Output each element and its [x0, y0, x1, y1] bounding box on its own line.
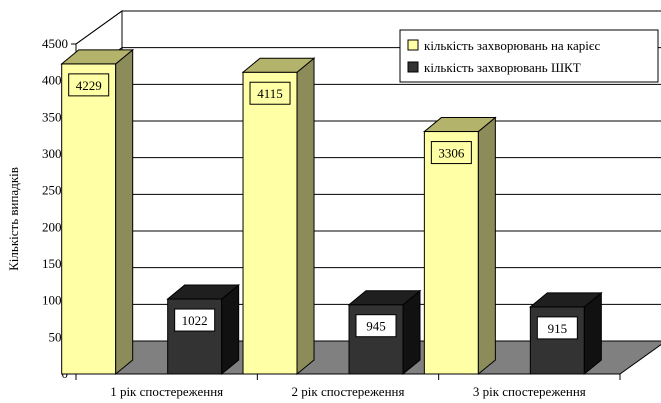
y-tick-label: 4500 [42, 36, 68, 51]
bar-top [241, 57, 316, 73]
legend-label-gi: кількість захворювань ШКТ [424, 60, 581, 75]
data-label-box [536, 316, 578, 340]
data-label: 3306 [438, 146, 465, 161]
data-label: 915 [548, 321, 568, 336]
x-tick-label: 3 рік спостереження [473, 384, 586, 399]
legend-swatch-caries [407, 39, 419, 51]
x-axis: 1 рік спостереження 2 рік спостереження 3 … [75, 373, 621, 399]
bars: 4229 1022 4115 945 3306 915 [60, 48, 603, 376]
data-label: 945 [366, 319, 386, 334]
legend-swatch-gi [407, 61, 419, 73]
bar-gi: 1022 [166, 283, 241, 376]
bar-top [422, 117, 497, 133]
data-label-box [355, 314, 397, 338]
x-tick-label: 2 рік спостереження [292, 384, 405, 399]
bar-side [221, 283, 240, 376]
bar-top [60, 49, 135, 65]
y-axis-title: Кількість випадків [6, 167, 21, 271]
data-label-box [430, 141, 472, 165]
legend: кількість захворювань на карієс кількіст… [399, 29, 659, 83]
data-label: 1022 [182, 313, 208, 328]
bar-top [528, 292, 603, 308]
bar-top [166, 284, 241, 300]
gridline-side [75, 10, 123, 45]
x-tick-label: 1 рік спостереження [110, 384, 223, 399]
bar-caries: 4229 [60, 48, 135, 376]
legend-box [399, 29, 659, 83]
data-label: 4115 [257, 86, 283, 101]
bar-front [242, 71, 298, 375]
bar-caries: 4115 [241, 57, 316, 376]
data-label-box [249, 81, 291, 105]
bar-side [477, 116, 496, 376]
bar-gi: 945 [347, 289, 422, 376]
legend-label-caries: кількість захворювань на карієс [424, 38, 600, 53]
data-label-box [174, 308, 216, 332]
bar-front [423, 131, 479, 375]
bar-caries: 3306 [422, 116, 497, 376]
bar-front [61, 63, 117, 375]
bar-top [347, 290, 422, 306]
bar-side [115, 48, 134, 376]
data-label: 4229 [76, 78, 102, 93]
bar-gi: 915 [528, 291, 603, 376]
data-label-box [68, 73, 110, 97]
bar-side [296, 57, 315, 376]
